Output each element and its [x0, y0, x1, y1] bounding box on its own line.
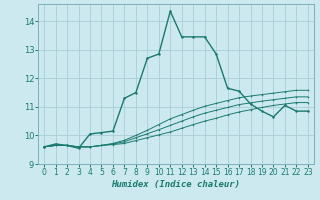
X-axis label: Humidex (Indice chaleur): Humidex (Indice chaleur) — [111, 180, 241, 189]
